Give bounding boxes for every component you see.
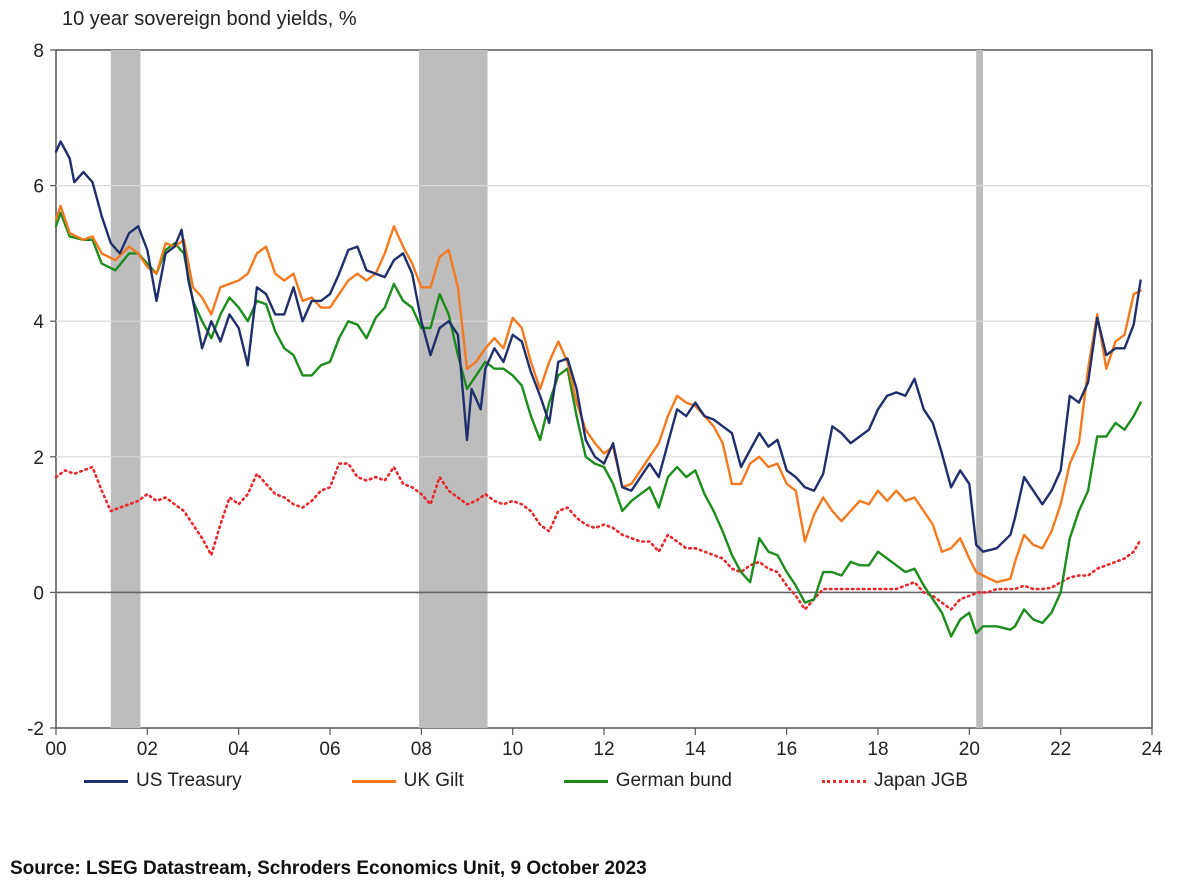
x-tick-label-3: 06	[319, 739, 340, 760]
x-tick-label-11: 22	[1050, 739, 1071, 760]
legend-item-us-treasury: US Treasury	[84, 770, 242, 792]
legend-swatch-us-treasury	[84, 779, 128, 783]
legend-item-japan-jgb: Japan JGB	[821, 770, 968, 792]
y-axis-ticks: -2 0 2 4 6 8	[27, 41, 56, 740]
legend-label-german-bund: German bund	[615, 770, 732, 791]
y-tick-label-5: 8	[33, 41, 44, 62]
x-tick-label-4: 08	[411, 739, 432, 760]
gridlines	[56, 185, 1152, 458]
legend: US Treasury UK Gilt German bund Japan JG…	[84, 770, 968, 792]
legend-item-german-bund: German bund	[563, 770, 732, 792]
x-tick-label-1: 02	[137, 739, 158, 760]
y-tick-label-4: 6	[33, 177, 44, 198]
x-tick-label-2: 04	[228, 739, 250, 760]
x-tick-label-8: 16	[776, 739, 797, 760]
legend-swatch-uk-gilt	[351, 779, 396, 783]
y-tick-label-3: 4	[33, 312, 44, 333]
x-tick-label-12: 24	[1141, 739, 1163, 760]
legend-swatch-german-bund	[563, 779, 608, 783]
legend-label-uk-gilt: UK Gilt	[403, 770, 464, 791]
y-tick-label-2: 2	[33, 448, 44, 469]
x-tick-label-5: 10	[502, 739, 523, 760]
source-note: Source: LSEG Datastream, Schroders Econo…	[10, 858, 647, 879]
chart-title: 10 year sovereign bond yields, %	[62, 8, 357, 30]
y-tick-label-1: 0	[33, 583, 44, 604]
recession-bands	[110, 50, 984, 728]
recession-band-1	[419, 50, 488, 728]
x-axis-ticks: 00 02 04 06 08 10 12 14 16 18 20 22 24	[45, 728, 1163, 760]
series-line-japan-jgb	[54, 462, 1142, 611]
recession-band-2	[976, 50, 984, 728]
y-tick-label-0: -2	[27, 719, 44, 740]
x-tick-label-0: 00	[45, 739, 66, 760]
legend-label-japan-jgb: Japan JGB	[873, 770, 968, 791]
legend-item-uk-gilt: UK Gilt	[351, 770, 464, 792]
x-tick-label-6: 12	[593, 739, 614, 760]
recession-band-0	[110, 50, 141, 728]
series-line-us-treasury	[54, 140, 1142, 553]
x-tick-label-7: 14	[685, 739, 707, 760]
legend-swatch-japan-jgb	[821, 779, 866, 783]
series-lines	[54, 140, 1142, 638]
x-tick-label-9: 18	[867, 739, 888, 760]
series-line-german-bund	[54, 211, 1142, 638]
x-tick-label-10: 20	[959, 739, 980, 760]
series-line-uk-gilt	[54, 204, 1142, 584]
legend-label-us-treasury: US Treasury	[136, 770, 242, 791]
